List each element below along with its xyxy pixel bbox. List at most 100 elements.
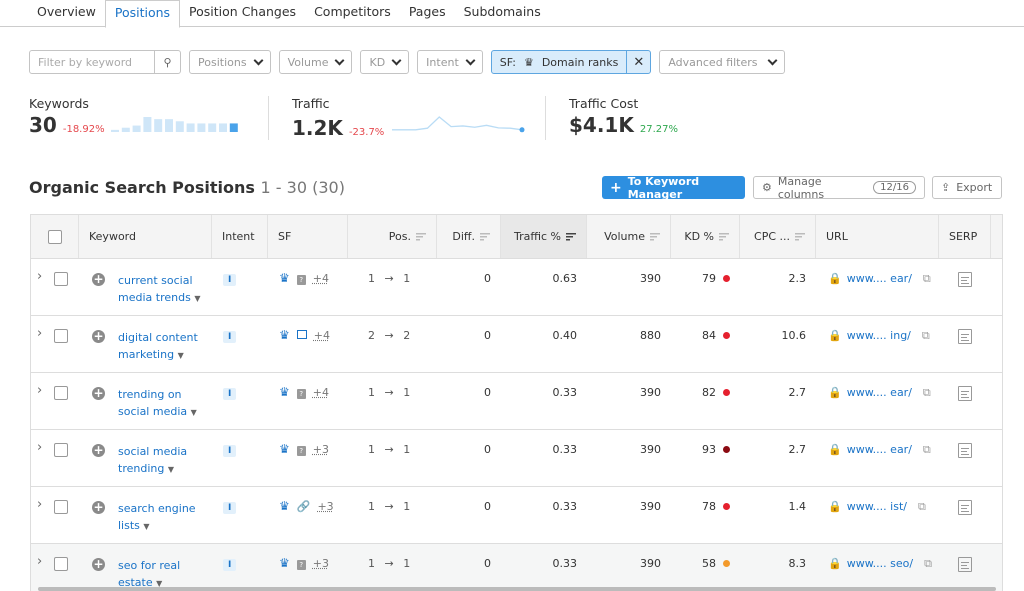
serp-icon[interactable] (958, 386, 972, 401)
column-header[interactable]: Pos. (348, 215, 437, 258)
add-keyword-icon[interactable]: + (92, 386, 105, 400)
tab-positions[interactable]: Positions (104, 0, 181, 28)
export-button[interactable]: ⇪ Export (932, 176, 1002, 199)
to-keyword-manager-button[interactable]: + To Keyword Manager (602, 175, 745, 201)
sparkline-bar (207, 123, 216, 132)
sort-icon[interactable] (650, 232, 660, 241)
tab-pages[interactable]: Pages (408, 4, 446, 19)
intent-dropdown[interactable]: Intent (417, 50, 483, 74)
column-header[interactable]: CPC ... (740, 215, 816, 258)
external-link-icon[interactable]: ⧉ (924, 557, 932, 570)
column-header[interactable]: Diff. (437, 215, 501, 258)
traffic-value: 0.33 (552, 557, 578, 570)
expand-chevron-icon[interactable]: › (37, 554, 43, 569)
url-link[interactable]: www.... ear/ (846, 272, 912, 285)
serp-icon[interactable] (958, 443, 972, 458)
caret-down-icon[interactable]: ▼ (143, 522, 150, 531)
positions-dropdown[interactable]: Positions (189, 50, 271, 74)
url-link[interactable]: www.... ear/ (846, 443, 912, 456)
more-features-link[interactable]: +3 (317, 500, 334, 513)
keyword-link[interactable]: seo for real estate ▼ (118, 559, 181, 589)
expand-chevron-icon[interactable]: › (37, 326, 43, 341)
caret-down-icon[interactable]: ▼ (167, 465, 174, 474)
column-header[interactable]: Traffic % (501, 215, 587, 258)
row-checkbox[interactable] (54, 272, 68, 286)
horizontal-scrollbar[interactable] (38, 587, 996, 591)
advanced-filters-dropdown[interactable]: Advanced filters (659, 50, 786, 74)
url-link[interactable]: www.... ear/ (846, 386, 912, 399)
table-row[interactable]: › + digital content marketing ▼ I ♛ +4 2 →… (31, 316, 1002, 373)
table-row[interactable]: › + current social media trends ▼ I ♛? +4 … (31, 259, 1002, 316)
positions-label: Positions (198, 55, 247, 69)
expand-chevron-icon[interactable]: › (37, 440, 43, 455)
caret-down-icon[interactable]: ▼ (194, 294, 201, 303)
keywords-metric: Keywords 30 -18.92% (29, 96, 241, 137)
add-keyword-icon[interactable]: + (92, 329, 105, 343)
table-row[interactable]: › + trending on social media ▼ I ♛? +4 1 →… (31, 373, 1002, 430)
select-all-checkbox[interactable] (47, 229, 62, 244)
add-keyword-icon[interactable]: + (92, 443, 105, 457)
expand-chevron-icon[interactable]: › (37, 497, 43, 512)
serp-icon[interactable] (958, 557, 972, 572)
tab-position-changes[interactable]: Position Changes (189, 4, 297, 19)
volume-dropdown[interactable]: Volume (278, 50, 353, 74)
caret-down-icon[interactable]: ▼ (190, 408, 197, 417)
table-row[interactable]: › + search engine lists ▼ I ♛ 🔗 +3 1 → 1 0 … (31, 487, 1002, 544)
sort-icon[interactable] (566, 232, 576, 241)
external-link-icon[interactable]: ⧉ (921, 329, 930, 342)
more-features-link[interactable]: +4 (312, 386, 329, 399)
url-link[interactable]: www.... ing/ (846, 329, 911, 342)
add-keyword-icon[interactable]: + (92, 557, 105, 571)
close-icon[interactable]: ✕ (626, 51, 650, 73)
keyword-filter-input[interactable]: Filter by keyword (38, 55, 133, 69)
more-features-link[interactable]: +4 (313, 329, 330, 342)
row-checkbox[interactable] (54, 557, 68, 571)
caret-down-icon[interactable]: ▼ (156, 579, 163, 588)
table-row[interactable]: › + seo for real estate ▼ I ♛? +3 1 → 1 0 … (31, 544, 1002, 591)
caret-down-icon[interactable]: ▼ (177, 351, 184, 360)
kd-dropdown[interactable]: KD (360, 50, 410, 74)
external-link-icon[interactable]: ⧉ (922, 272, 931, 285)
serp-icon[interactable] (958, 500, 972, 515)
keyword-link[interactable]: social media trending ▼ (118, 445, 188, 475)
expand-chevron-icon[interactable]: › (37, 269, 43, 284)
add-keyword-icon[interactable]: + (92, 500, 105, 514)
url-link[interactable]: www.... ist/ (846, 500, 907, 513)
table-row[interactable]: › + social media trending ▼ I ♛? +3 1 → 1 … (31, 430, 1002, 487)
more-features-link[interactable]: +3 (312, 557, 329, 570)
keyword-link[interactable]: search engine lists ▼ (118, 502, 196, 532)
column-header[interactable]: Volume (587, 215, 671, 258)
tab-overview[interactable]: Overview (37, 4, 96, 19)
traffic-value: 0.40 (552, 329, 578, 342)
external-link-icon[interactable]: ⧉ (922, 443, 931, 456)
url-link[interactable]: www.... seo/ (846, 557, 914, 570)
sort-icon[interactable] (795, 232, 805, 241)
row-checkbox[interactable] (54, 329, 68, 343)
expand-chevron-icon[interactable]: › (37, 383, 43, 398)
external-link-icon[interactable]: ⧉ (917, 500, 926, 513)
column-header[interactable]: KD % (671, 215, 740, 258)
tab-competitors[interactable]: Competitors (314, 4, 391, 19)
add-keyword-icon[interactable]: + (92, 272, 105, 286)
sf-filter-chip[interactable]: SF: ♛ Domain ranks ✕ (490, 50, 652, 74)
more-features-link[interactable]: +4 (312, 272, 329, 285)
external-link-icon[interactable]: ⧉ (922, 386, 931, 399)
sort-icon[interactable] (719, 232, 729, 241)
row-checkbox[interactable] (54, 443, 68, 457)
tab-subdomains[interactable]: Subdomains (463, 4, 541, 19)
row-checkbox[interactable] (54, 500, 68, 514)
keyword-link[interactable]: current social media trends ▼ (118, 274, 201, 304)
keyword-filter[interactable]: Filter by keyword ⚲ (29, 50, 181, 74)
sort-icon[interactable] (480, 232, 490, 241)
keyword-link[interactable]: trending on social media ▼ (118, 388, 197, 418)
row-checkbox[interactable] (54, 386, 68, 400)
more-features-link[interactable]: +3 (312, 443, 329, 456)
serp-icon[interactable] (958, 272, 972, 287)
question-icon: ? (296, 386, 306, 399)
manage-columns-button[interactable]: ⚙ Manage columns 12/16 (753, 175, 925, 201)
upload-icon: ⇪ (941, 181, 951, 194)
sort-icon[interactable] (416, 232, 426, 241)
search-icon[interactable]: ⚲ (154, 51, 180, 73)
serp-icon[interactable] (958, 329, 972, 344)
keyword-link[interactable]: digital content marketing ▼ (118, 331, 198, 361)
